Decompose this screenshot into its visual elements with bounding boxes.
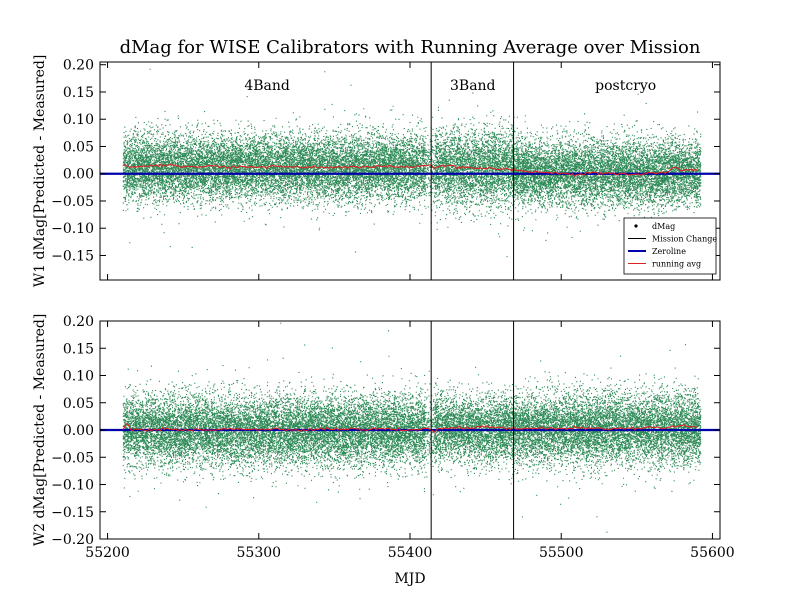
y-tick-label-w1: 0.20 — [63, 58, 94, 74]
panel-w2: 0.20 0.15 0.10 0.05 0.00 −0.05 −0.10 −0.15 −0.20… — [32, 314, 735, 561]
y-tick-label-w1: −0.05 — [51, 194, 94, 210]
y-tick-label-w2: −0.10 — [51, 478, 94, 494]
region-label-4band: 4Band — [244, 78, 290, 94]
y-tick-label-w2: −0.20 — [51, 532, 94, 548]
legend-label-running_avg: running avg — [652, 260, 701, 269]
y-tick-label-w1: −0.10 — [51, 221, 94, 237]
legend-label-zeroline: Zeroline — [652, 247, 686, 256]
legend: dMag Mission Change Zeroline running avg — [623, 217, 717, 275]
y-tick-label-w2: −0.05 — [51, 450, 94, 466]
region-label-3band: 3Band — [450, 78, 496, 94]
y-tick-label-w1: 0.15 — [63, 85, 94, 101]
y-tick-label-w2: 0.15 — [63, 341, 94, 357]
dmag-scatter-w1 — [122, 68, 702, 258]
y-tick-label-w2: 0.00 — [63, 423, 94, 439]
running-avg-line-w1 — [122, 163, 698, 177]
plot-area-w1 — [100, 68, 720, 258]
legend-marker-dmag — [634, 224, 638, 228]
legend-label-dmag: dMag — [652, 222, 675, 231]
y-tick-label-w2: −0.15 — [51, 505, 94, 521]
y-tick-label-w2: 0.10 — [63, 369, 94, 385]
x-tick-label: 55500 — [539, 545, 584, 561]
x-tick-label: 55600 — [690, 545, 735, 561]
legend-box — [623, 217, 717, 275]
legend-label-mission_change: Mission Change — [652, 235, 717, 244]
y-tick-label-w2: 0.05 — [63, 396, 94, 412]
running-avg-line-w2 — [122, 422, 698, 433]
y-tick-label-w2: 0.20 — [63, 314, 94, 330]
chart-title: dMag for WISE Calibrators with Running A… — [120, 37, 701, 58]
dmag-scatter-w2 — [122, 321, 702, 533]
y-axis-label-w1: W1 dMag[Predicted - Measured] — [32, 55, 48, 288]
y-axis-label-w2: W2 dMag[Predicted - Measured] — [32, 314, 48, 547]
x-tick-label: 55300 — [237, 545, 282, 561]
x-tick-label: 55400 — [388, 545, 433, 561]
y-tick-label-w1: 0.00 — [63, 167, 94, 183]
y-tick-label-w1: −0.15 — [51, 248, 94, 264]
x-axis-label: MJD — [394, 571, 425, 587]
plot-area-w2 — [100, 321, 720, 533]
y-tick-label-w1: 0.05 — [63, 139, 94, 155]
region-label-postcryo: postcryo — [595, 78, 656, 94]
x-tick-label: 55200 — [85, 545, 130, 561]
y-tick-label-w1: 0.10 — [63, 112, 94, 128]
